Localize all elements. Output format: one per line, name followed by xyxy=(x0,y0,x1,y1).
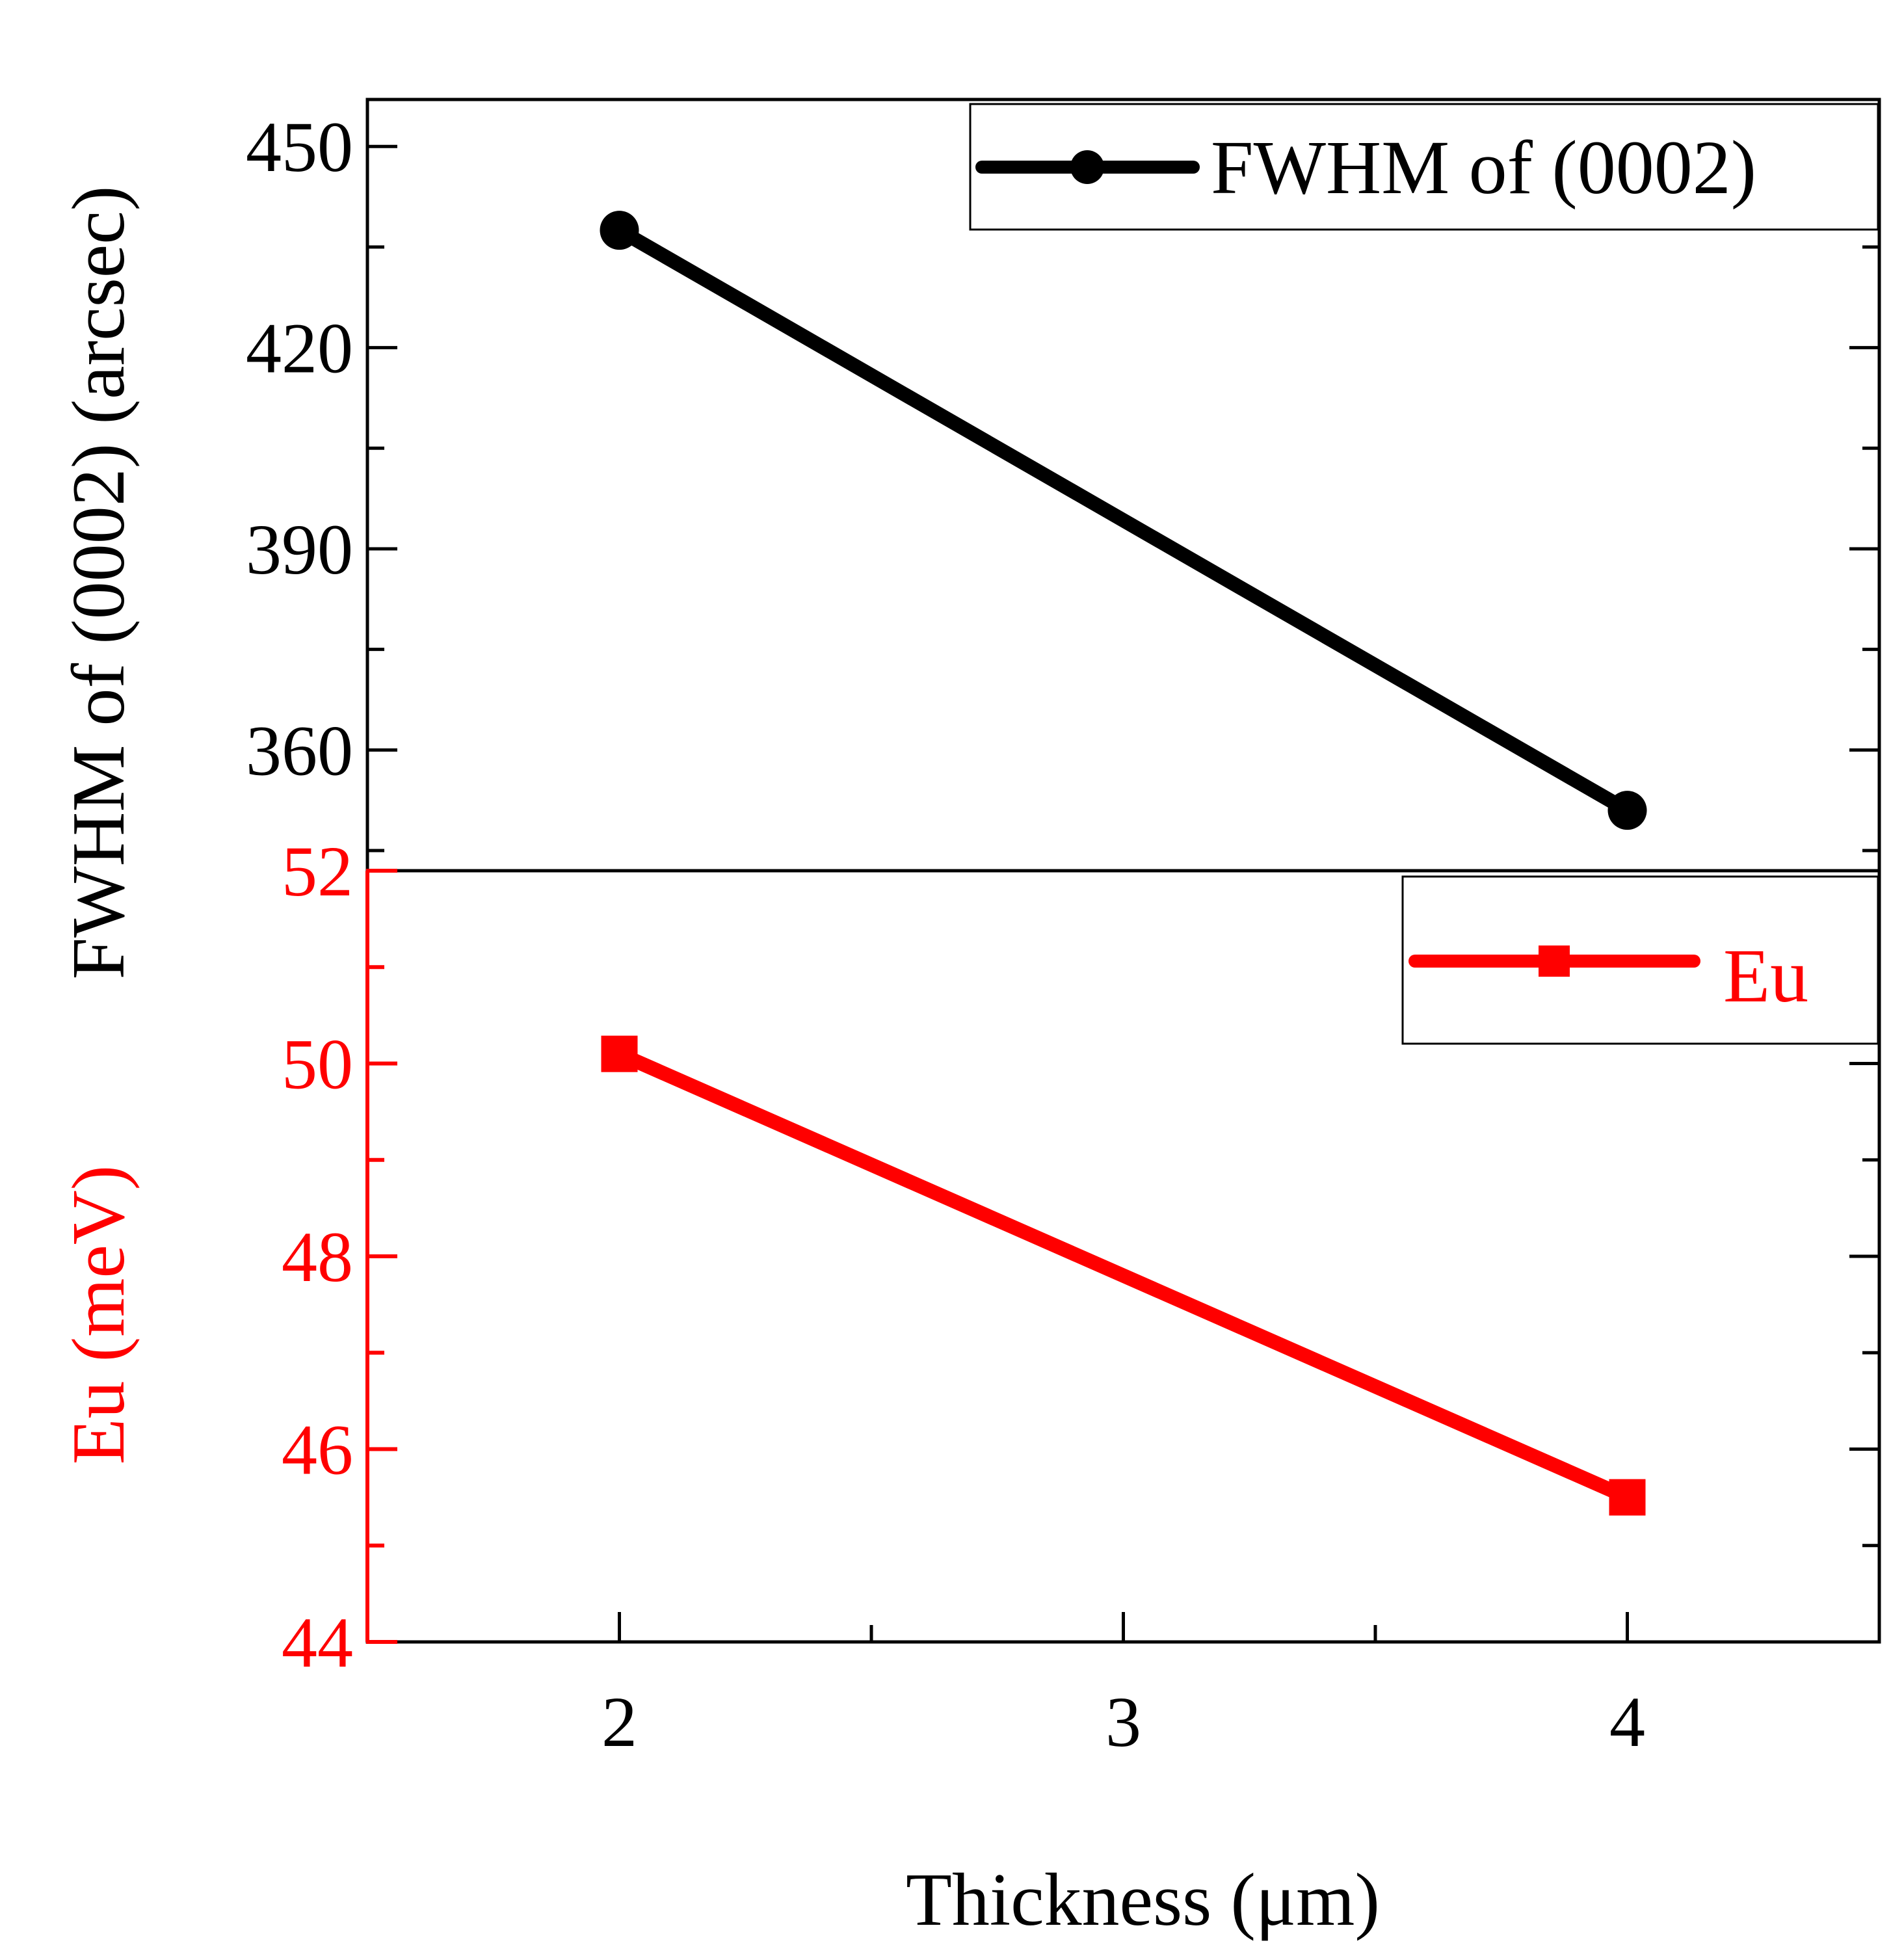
top-y-axis-title: FWHM of (0002) (arcsec) xyxy=(57,186,140,980)
eu-data-point xyxy=(601,1035,638,1072)
top-y-tick-label: 390 xyxy=(246,510,353,589)
series xyxy=(600,211,1647,1516)
labels: 360 390 420 450 44 46 48 50 52 2 3 4 Thickness (μm) F… xyxy=(57,107,1645,1942)
bottom-legend-marker xyxy=(1539,945,1570,977)
bottom-legend: Eu xyxy=(1401,875,1879,1045)
axes xyxy=(365,98,1881,1644)
top-y-tick-label: 420 xyxy=(246,309,353,388)
bottom-y-tick-label: 44 xyxy=(282,1603,353,1682)
bottom-y-tick-label: 52 xyxy=(282,832,353,911)
top-legend-label: FWHM of (0002) xyxy=(1211,125,1756,210)
bottom-y-tick-label: 50 xyxy=(282,1025,353,1104)
bottom-y-tick-label: 46 xyxy=(282,1410,353,1490)
legends: FWHM of (0002) Eu xyxy=(969,103,1879,1045)
bottom-y-tick-label: 48 xyxy=(282,1217,353,1297)
top-y-tick-label: 450 xyxy=(246,107,353,187)
x-axis-title: Thickness (μm) xyxy=(906,1858,1380,1942)
x-tick-label: 2 xyxy=(602,1682,637,1762)
top-legend-marker xyxy=(1070,150,1104,184)
fwhm-series-line xyxy=(612,223,1635,818)
x-tick-label: 4 xyxy=(1609,1682,1645,1762)
x-tick-label: 3 xyxy=(1105,1682,1141,1762)
bottom-legend-label: Eu xyxy=(1723,933,1808,1018)
eu-series-line xyxy=(612,1046,1635,1505)
top-y-tick-label: 360 xyxy=(246,711,353,790)
fwhm-data-point xyxy=(600,211,639,250)
top-legend: FWHM of (0002) xyxy=(969,103,1879,231)
eu-data-point xyxy=(1609,1479,1646,1516)
bottom-y-axis-title: Eu (meV) xyxy=(57,1165,140,1465)
fwhm-data-point xyxy=(1607,791,1647,830)
